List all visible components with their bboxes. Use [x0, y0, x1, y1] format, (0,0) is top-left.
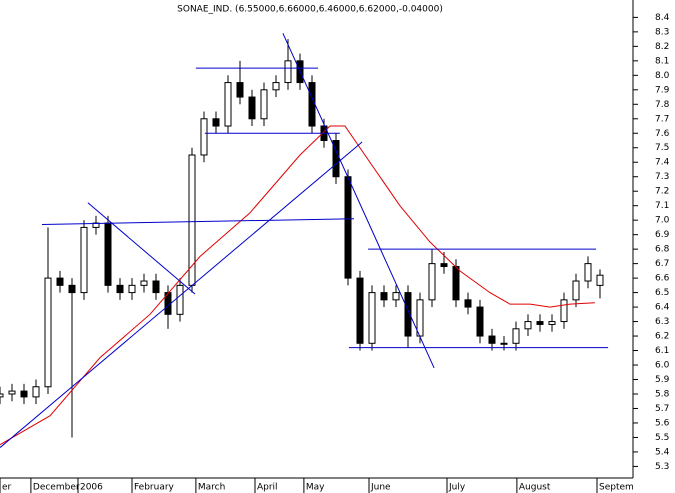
- x-tick-label: June: [370, 483, 391, 493]
- candle-body: [488, 335, 496, 344]
- candle-body: [572, 280, 580, 301]
- candle-body: [500, 342, 508, 345]
- y-tick-label: 6.0: [655, 361, 670, 371]
- y-tick-label: 7.7: [655, 114, 669, 124]
- candle-body: [512, 328, 520, 344]
- y-tick-label: 6.4: [655, 303, 670, 313]
- candle-body: [80, 226, 88, 294]
- y-tick-label: 6.6: [655, 274, 670, 284]
- x-tick-label: July: [448, 483, 466, 493]
- candle-body: [584, 263, 592, 282]
- candle-body: [524, 321, 532, 330]
- y-tick-label: 8.4: [655, 13, 670, 23]
- y-tick-label: 8.2: [655, 42, 669, 52]
- candle-body: [104, 222, 112, 286]
- candle-body: [428, 263, 436, 301]
- y-tick-label: 7.8: [655, 100, 670, 110]
- x-tick-label: August: [519, 483, 551, 493]
- candle-body: [224, 82, 232, 127]
- candle-body: [272, 82, 280, 91]
- candle-body: [344, 176, 352, 279]
- y-tick-label: 5.6: [655, 418, 670, 428]
- y-tick-label: 6.1: [655, 346, 669, 356]
- candle-body: [416, 299, 424, 337]
- candle-body: [140, 280, 148, 286]
- y-tick-label: 7.9: [655, 85, 670, 95]
- y-tick-label: 7.0: [655, 216, 670, 226]
- y-tick-label: 7.1: [655, 201, 669, 211]
- candle-body: [200, 118, 208, 156]
- candle-body: [236, 82, 244, 98]
- y-tick-label: 6.8: [655, 245, 670, 255]
- trend-line: [282, 33, 435, 369]
- trend-line: [41, 218, 355, 226]
- x-tick-label: May: [306, 483, 325, 493]
- candle-body: [440, 263, 448, 268]
- candle-body: [68, 284, 76, 294]
- y-tick-label: 5.5: [655, 433, 669, 443]
- y-tick-label: 8.3: [655, 27, 669, 37]
- y-tick-label: 5.8: [655, 389, 670, 399]
- candle-body: [128, 284, 136, 294]
- candle-body: [20, 390, 28, 398]
- candle-body: [548, 321, 556, 325]
- y-tick-label: 6.7: [655, 259, 669, 269]
- y-tick-label: 5.7: [655, 404, 669, 414]
- candle-body: [452, 266, 460, 301]
- candle-body: [260, 89, 268, 120]
- y-tick-label: 6.3: [655, 317, 669, 327]
- candle-body: [152, 280, 160, 294]
- x-tick-label: er: [2, 483, 12, 493]
- candle-body: [356, 277, 364, 344]
- y-tick-label: 8.0: [655, 71, 670, 81]
- x-tick-label: December: [33, 483, 80, 493]
- candle-body: [404, 292, 412, 337]
- candle-body: [176, 284, 184, 315]
- candle-body: [380, 292, 388, 301]
- candle-body: [56, 277, 64, 286]
- chart-title: SONAE_IND. (6.55000,6.66000,6.46000,6.62…: [177, 5, 443, 15]
- candle-body: [476, 306, 484, 337]
- candle-body: [248, 96, 256, 120]
- candle-body: [536, 321, 544, 325]
- candle-body: [284, 60, 292, 84]
- y-tick-label: 6.5: [655, 288, 669, 298]
- y-tick-label: 7.2: [655, 187, 669, 197]
- y-tick-label: 7.5: [655, 143, 669, 153]
- candle-body: [464, 299, 472, 308]
- y-tick-label: 5.9: [655, 375, 670, 385]
- y-tick-label: 6.2: [655, 332, 669, 342]
- y-tick-label: 7.6: [655, 129, 670, 139]
- candle-body: [368, 292, 376, 344]
- trend-line: [0, 141, 363, 448]
- x-tick-label: February: [134, 483, 175, 493]
- y-tick-label: 6.9: [655, 230, 670, 240]
- candle-body: [560, 299, 568, 323]
- moving-average: [0, 125, 595, 446]
- candle-body: [212, 118, 220, 127]
- candle-body: [116, 284, 124, 294]
- y-tick-label: 7.4: [655, 158, 670, 168]
- y-tick-label: 5.4: [655, 447, 670, 457]
- trend-line: [87, 202, 196, 295]
- candle-body: [44, 277, 52, 388]
- candle-body: [596, 274, 604, 286]
- y-tick-label: 5.3: [655, 462, 669, 472]
- x-tick-label: April: [257, 483, 278, 493]
- y-tick-label: 8.1: [655, 56, 669, 66]
- candle-body: [0, 393, 4, 398]
- x-tick-label: Septem: [599, 483, 634, 493]
- x-tick-label: 2006: [80, 483, 103, 493]
- candle-body: [32, 386, 40, 398]
- x-tick-label: March: [198, 483, 225, 493]
- candle-body: [308, 82, 316, 127]
- candle-body: [392, 292, 400, 301]
- y-tick-label: 7.3: [655, 172, 669, 182]
- candle-body: [8, 390, 16, 395]
